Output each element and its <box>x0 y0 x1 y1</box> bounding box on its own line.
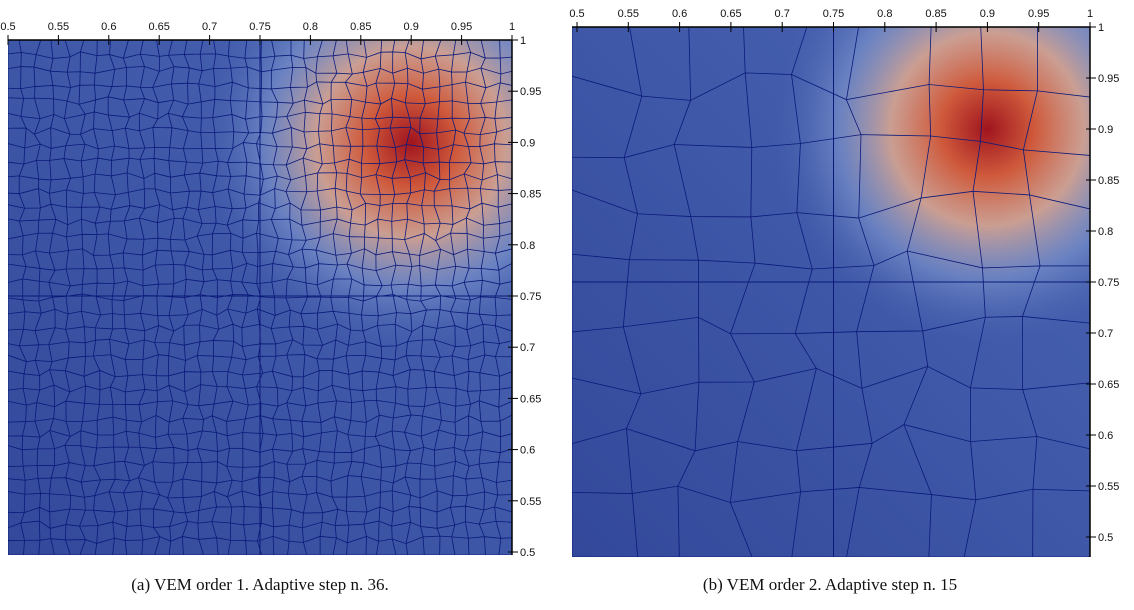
caption: (b) VEM order 2. Adaptive step n. 15 <box>703 575 957 594</box>
mesh-edge <box>8 520 512 529</box>
mesh-edge <box>572 316 1090 335</box>
x-tick-label: 0.7 <box>775 8 790 20</box>
mesh-edge <box>572 250 1090 270</box>
x-tick-label: 0.8 <box>303 21 318 33</box>
x-tick-label: 0.5 <box>569 8 584 20</box>
y-tick-label: 0.7 <box>1098 328 1113 340</box>
y-tick-label: 0.5 <box>1098 532 1113 544</box>
mesh-edge <box>8 490 512 499</box>
x-tick-label: 0.7 <box>202 21 217 33</box>
mesh-edge <box>8 384 512 393</box>
x-tick-label: 0.6 <box>672 8 687 20</box>
y-tick-label: 0.65 <box>520 393 541 405</box>
mesh-edge <box>300 40 308 555</box>
mesh-edge <box>8 429 512 438</box>
y-tick-label: 0.85 <box>1098 175 1119 187</box>
mesh-edge <box>673 27 700 557</box>
x-tick-label: 0.65 <box>148 21 169 33</box>
mesh-edge <box>572 424 1090 452</box>
y-tick-label: 0.8 <box>520 240 535 252</box>
mesh-edge <box>270 40 279 555</box>
panel: 0.5 0.55 0.6 0.65 0.7 0.75 0.8 0.85 0.9 0.95 1 0.5 0… <box>569 8 1119 594</box>
x-tick-label: 0.55 <box>48 21 69 33</box>
mesh-edge <box>419 40 427 555</box>
mesh-edge <box>463 40 472 555</box>
mesh-edge <box>963 27 986 557</box>
x-tick-label: 0.55 <box>618 8 639 20</box>
mesh-edge <box>572 485 1090 503</box>
mesh-edge <box>572 134 1090 159</box>
mesh-edge <box>572 365 1090 395</box>
caption: (a) VEM order 1. Adaptive step n. 36. <box>131 575 388 594</box>
y-tick-label: 0.5 <box>520 547 535 559</box>
y-tick-label: 0.75 <box>1098 277 1119 289</box>
mesh-edge <box>622 27 643 557</box>
y-tick-label: 0.55 <box>520 496 541 508</box>
mesh-edge <box>285 40 294 555</box>
y-tick-label: 0.6 <box>1098 430 1113 442</box>
mesh-edge <box>8 475 512 484</box>
y-tick-label: 1 <box>520 35 526 47</box>
x-tick-label: 0.65 <box>720 8 741 20</box>
mesh-edge <box>478 40 487 555</box>
y-tick-label: 0.6 <box>520 445 535 457</box>
mesh-edge <box>8 323 512 333</box>
y-tick-label: 0.9 <box>1098 124 1113 136</box>
x-tick-label: 1 <box>509 21 515 33</box>
y-tick-label: 0.9 <box>520 137 535 149</box>
x-tick-label: 0.8 <box>877 8 892 20</box>
mesh-edge <box>389 40 398 555</box>
mesh-edge <box>330 40 339 555</box>
mesh-edge <box>845 27 875 557</box>
x-tick-label: 0.9 <box>980 8 995 20</box>
y-tick-label: 0.95 <box>1098 73 1119 85</box>
mesh-edge <box>374 40 383 555</box>
mesh-edge <box>729 27 756 557</box>
x-tick-label: 0.95 <box>1028 8 1049 20</box>
heat-field <box>572 27 1090 557</box>
mesh-edge <box>315 40 324 555</box>
mesh-edge <box>8 308 512 317</box>
mesh-edge <box>8 535 512 545</box>
mesh-area <box>572 27 1090 557</box>
y-tick-label: 0.55 <box>1098 481 1119 493</box>
y-tick-label: 0.7 <box>520 342 535 354</box>
mesh-edge <box>493 40 502 555</box>
y-tick-label: 0.95 <box>520 86 541 98</box>
panel: 0.5 0.55 0.6 0.65 0.7 0.75 0.8 0.85 0.9 0.95 1 0.5 0… <box>0 21 541 594</box>
mesh-edge <box>572 189 1090 219</box>
y-tick-label: 0.85 <box>520 189 541 201</box>
mesh-edge <box>8 369 512 378</box>
mesh-edge <box>404 40 413 555</box>
mesh-edge <box>572 72 1090 101</box>
mesh-edge <box>344 40 353 555</box>
y-tick-label: 0.65 <box>1098 379 1119 391</box>
x-tick-label: 0.75 <box>823 8 844 20</box>
mesh-area <box>8 40 512 555</box>
x-tick-label: 0.5 <box>0 21 15 33</box>
mesh-edge <box>448 40 457 555</box>
x-tick-label: 0.6 <box>101 21 116 33</box>
mesh-edge <box>791 27 817 557</box>
x-tick-label: 0.9 <box>404 21 419 33</box>
mesh-edge <box>8 414 512 423</box>
x-tick-label: 0.95 <box>451 21 472 33</box>
x-tick-label: 0.85 <box>925 8 946 20</box>
mesh-edge <box>903 27 932 557</box>
y-tick-label: 1 <box>1098 22 1104 34</box>
mesh-edge <box>1022 27 1041 557</box>
mesh-edge <box>8 399 512 408</box>
mesh-edge <box>8 505 512 514</box>
x-tick-label: 1 <box>1087 8 1093 20</box>
x-tick-label: 0.85 <box>350 21 371 33</box>
y-tick-label: 0.8 <box>1098 226 1113 238</box>
mesh-edge <box>359 40 368 555</box>
mesh-edge <box>8 354 512 363</box>
y-tick-label: 0.75 <box>520 291 541 303</box>
x-tick-label: 0.75 <box>249 21 270 33</box>
